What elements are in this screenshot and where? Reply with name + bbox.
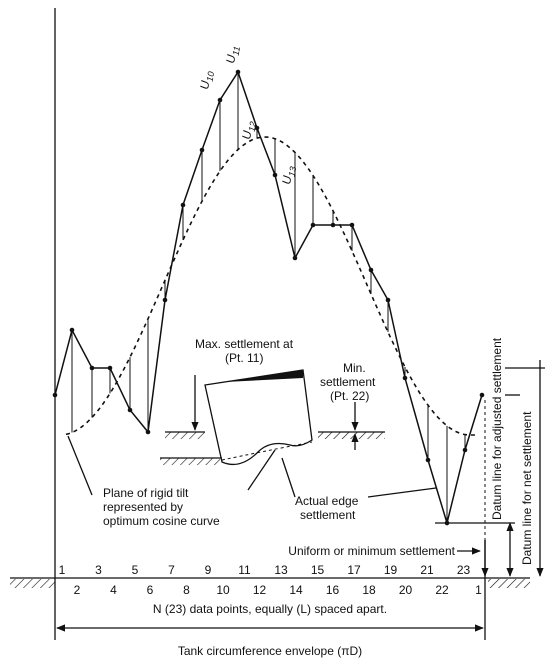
annotation: Min. bbox=[343, 361, 366, 375]
settlement-curves bbox=[52, 69, 485, 526]
annotation: (Pt. 22) bbox=[330, 389, 369, 403]
point-number: 6 bbox=[147, 583, 154, 597]
point-number: 10 bbox=[216, 583, 230, 597]
point-number: 7 bbox=[168, 563, 175, 577]
annotation: Tank circumference envelope (πD) bbox=[178, 644, 362, 658]
data-point bbox=[272, 172, 278, 178]
point-number: 16 bbox=[326, 583, 340, 597]
annotation: optimum cosine curve bbox=[103, 514, 220, 528]
annotation: Datum line for adjusted settlement bbox=[490, 337, 504, 520]
annotation: settlement bbox=[320, 375, 376, 389]
data-point bbox=[444, 520, 450, 526]
annotation: Uniform or minimum settlement bbox=[288, 544, 455, 558]
data-point bbox=[349, 222, 355, 228]
data-point bbox=[330, 222, 336, 228]
point-number: 23 bbox=[457, 563, 471, 577]
point-number: 15 bbox=[311, 563, 325, 577]
data-point bbox=[479, 392, 485, 398]
point-number: 12 bbox=[253, 583, 267, 597]
cosine-curve bbox=[65, 136, 477, 436]
annotation: Plane of rigid tilt bbox=[103, 486, 189, 500]
u-label: U10 bbox=[197, 70, 216, 91]
data-point bbox=[462, 447, 468, 453]
data-point bbox=[292, 255, 298, 261]
annotation: (Pt. 11) bbox=[225, 351, 263, 365]
annotation: settlement bbox=[300, 508, 356, 522]
point-number: 20 bbox=[399, 583, 413, 597]
data-point bbox=[217, 97, 223, 103]
data-point bbox=[425, 457, 431, 463]
data-point bbox=[235, 69, 241, 75]
point-number: 8 bbox=[183, 583, 190, 597]
u-label: U11 bbox=[223, 44, 242, 65]
point-number: 17 bbox=[347, 563, 361, 577]
point-number: 5 bbox=[132, 563, 139, 577]
point-number: 18 bbox=[362, 583, 376, 597]
point-number: 13 bbox=[274, 563, 288, 577]
u-label: U12 bbox=[239, 120, 258, 141]
annotation: represented by bbox=[103, 500, 183, 514]
annotation: Datum line for net settlement bbox=[520, 411, 534, 565]
annotation: Max. settlement at bbox=[195, 337, 294, 351]
data-point bbox=[162, 297, 168, 303]
tank-inset bbox=[67, 369, 437, 498]
point-number: 9 bbox=[205, 563, 212, 577]
point-number: 14 bbox=[289, 583, 303, 597]
point-number: 19 bbox=[384, 563, 398, 577]
data-point bbox=[89, 365, 95, 371]
point-number: 21 bbox=[420, 563, 434, 577]
point-number: 1 bbox=[59, 563, 66, 577]
point-number: 4 bbox=[110, 583, 117, 597]
data-point bbox=[52, 392, 58, 398]
data-point bbox=[127, 407, 133, 413]
data-point bbox=[145, 429, 151, 435]
labels: U10 U11 U12 U13 Max. settlement at (Pt. … bbox=[103, 44, 534, 658]
data-point bbox=[402, 375, 408, 381]
u-label: U13 bbox=[279, 165, 298, 186]
data-point bbox=[385, 297, 391, 303]
data-point bbox=[107, 365, 113, 371]
annotation: N (23) data points, equally (L) spaced a… bbox=[153, 602, 387, 616]
data-point bbox=[254, 125, 260, 131]
frame bbox=[10, 8, 545, 640]
data-point bbox=[180, 202, 186, 208]
point-number: 3 bbox=[95, 563, 102, 577]
point-numbers: 1 3 5 7 9 11 13 15 17 19 21 232 4 6 8 10 12 14 16 18 20 22 1 bbox=[59, 563, 483, 597]
point-number: 2 bbox=[74, 583, 81, 597]
data-point bbox=[69, 327, 75, 333]
point-number: 22 bbox=[435, 583, 449, 597]
point-number: 1 bbox=[475, 583, 482, 597]
annotation: Actual edge bbox=[295, 494, 359, 508]
data-point bbox=[368, 267, 374, 273]
point-number: 11 bbox=[238, 563, 251, 577]
data-point bbox=[310, 222, 316, 228]
data-point bbox=[199, 147, 205, 153]
actual-curve bbox=[54, 70, 483, 526]
